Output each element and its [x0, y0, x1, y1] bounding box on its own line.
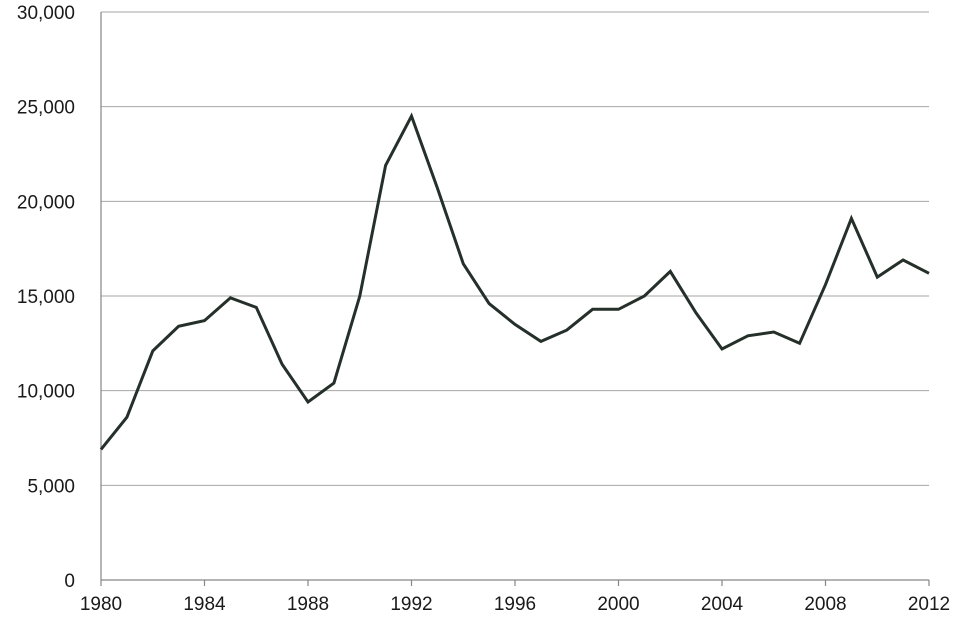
series-line — [99, 112, 930, 451]
gridlines — [101, 11, 929, 486]
y-tick-label: 0 — [64, 571, 75, 592]
series-layer — [99, 112, 930, 451]
x-tick-label: 1992 — [390, 594, 432, 615]
tick-labels: 0 5,000 10,000 15,000 20,000 25,000 30,000 1980… — [17, 3, 950, 615]
x-tick-label: 1988 — [287, 594, 329, 615]
x-tick-label: 2004 — [701, 594, 744, 615]
y-tick-label: 30,000 — [17, 3, 75, 24]
x-tick-label: 1996 — [494, 594, 536, 615]
axes — [100, 12, 930, 586]
x-tick-label: 2012 — [908, 594, 950, 615]
y-tick-label: 25,000 — [17, 98, 75, 119]
x-tick-label: 1980 — [80, 594, 122, 615]
x-tick-label: 2000 — [597, 594, 639, 615]
x-tick-label: 2008 — [804, 594, 846, 615]
y-tick-label: 5,000 — [27, 476, 75, 497]
y-tick-label: 15,000 — [17, 287, 75, 308]
x-tick-label: 1984 — [183, 594, 226, 615]
y-tick-label: 10,000 — [17, 382, 75, 403]
y-tick-label: 20,000 — [17, 192, 75, 213]
